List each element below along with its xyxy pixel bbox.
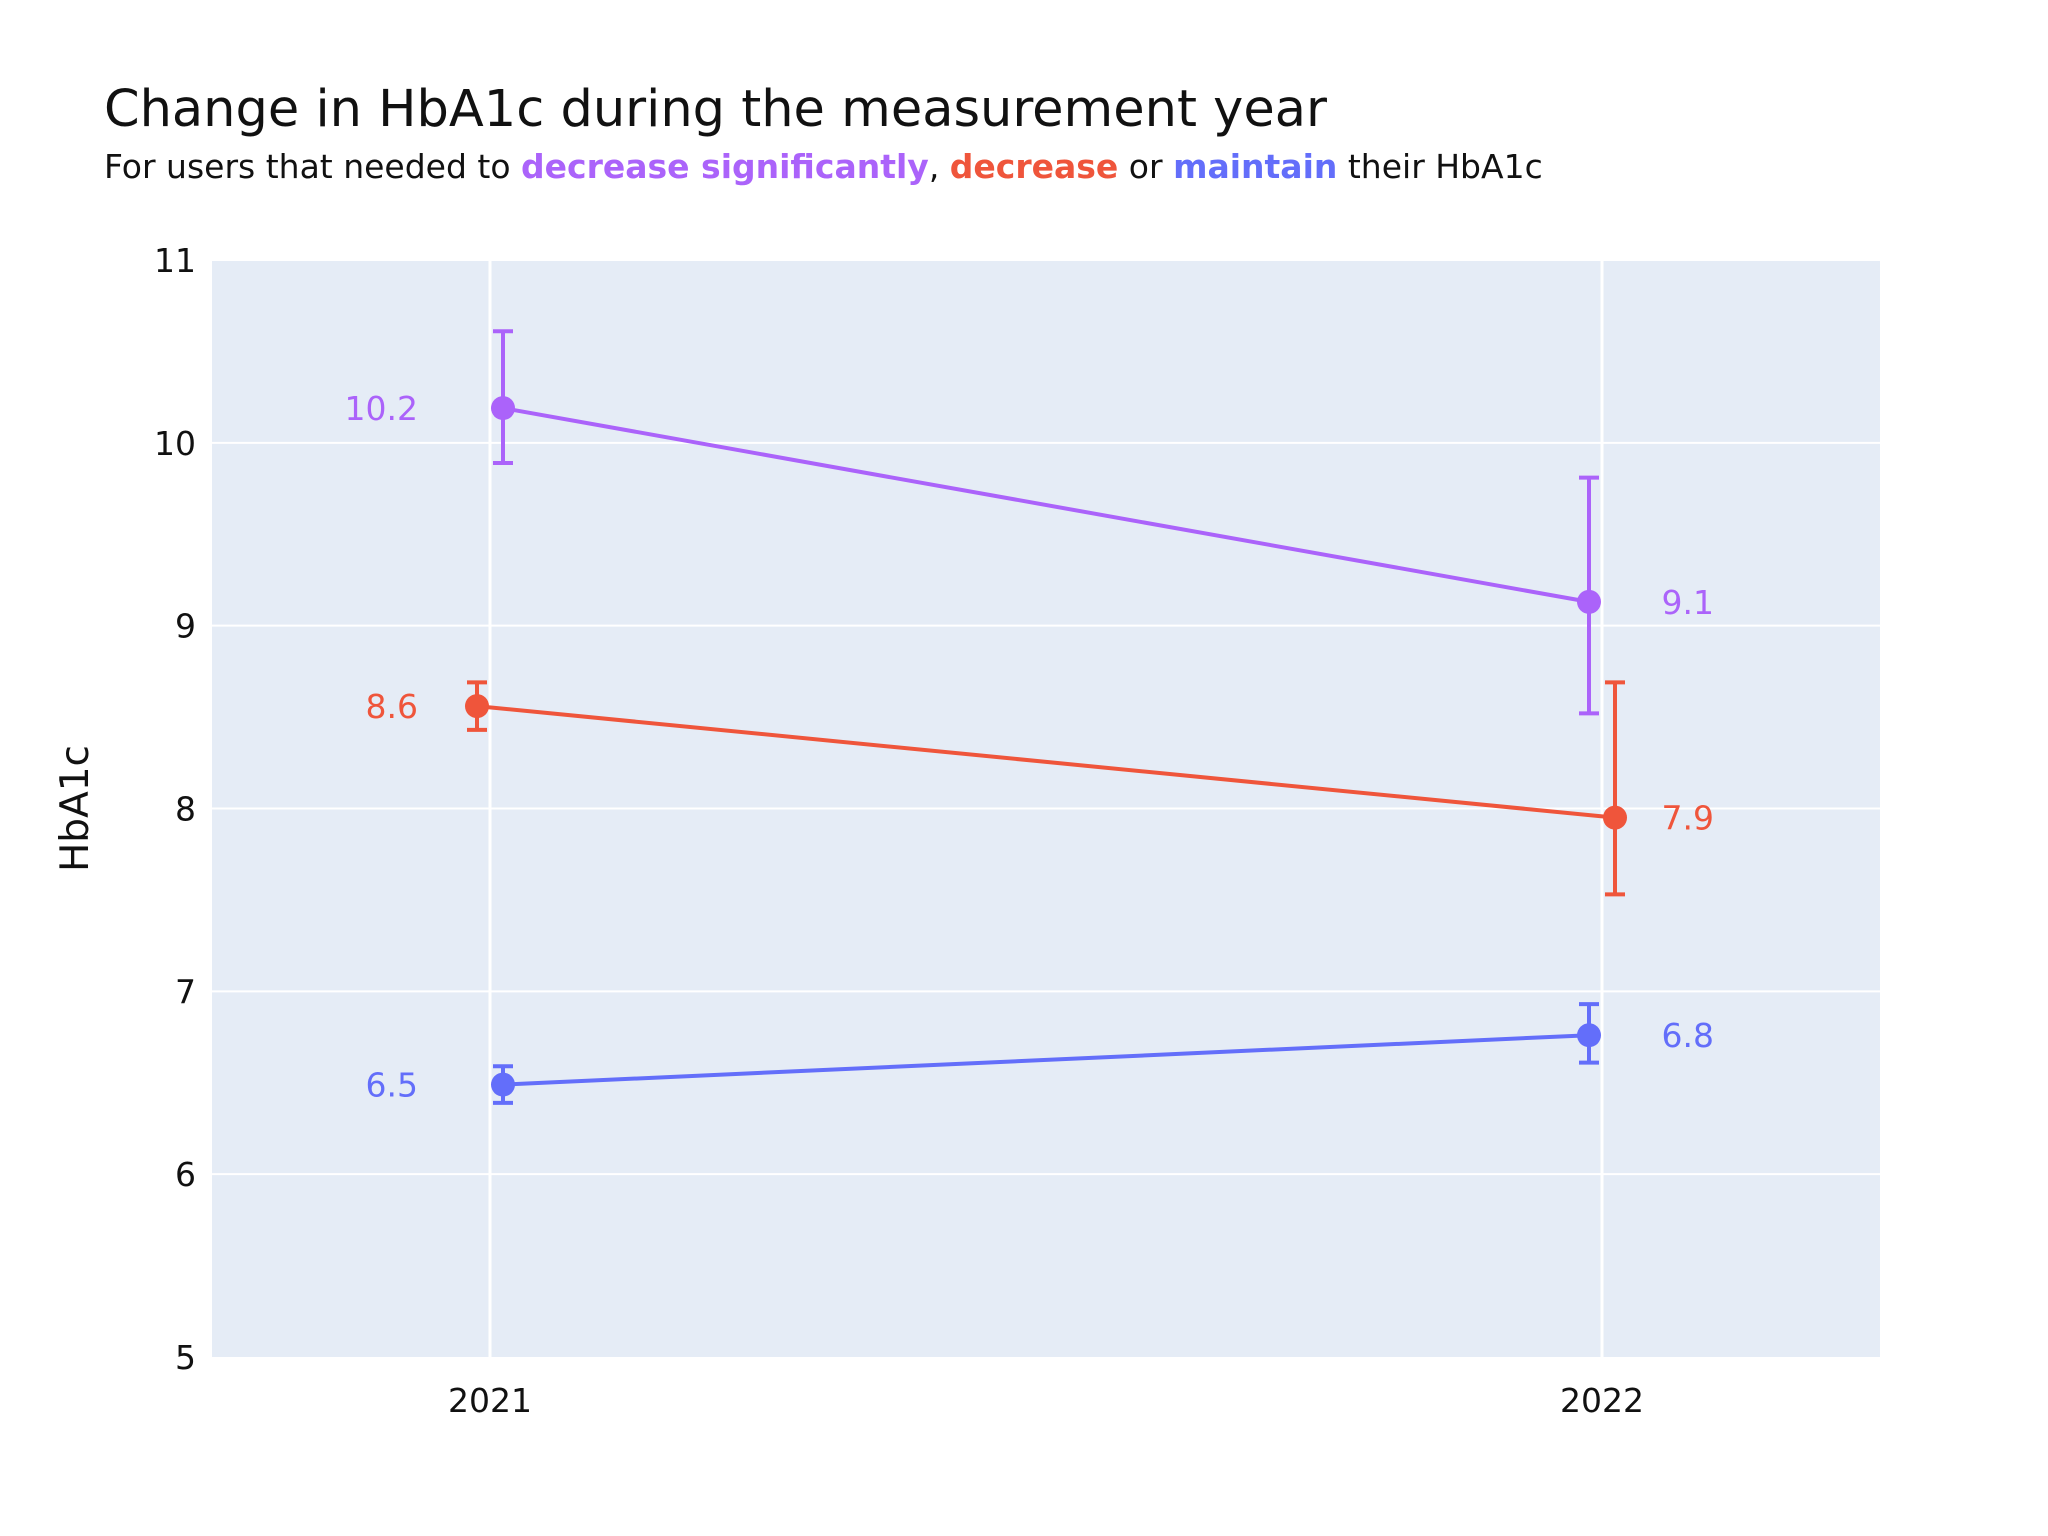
data-point <box>491 1072 515 1097</box>
data-label: 6.8 <box>1662 1016 1714 1055</box>
data-label: 10.2 <box>345 389 418 428</box>
subtitle-suffix: their HbA1c <box>1337 147 1543 186</box>
data-point <box>1577 589 1601 614</box>
data-point <box>491 396 515 421</box>
data-point <box>465 694 489 719</box>
subtitle-term-decrease: decrease <box>949 147 1119 186</box>
chart-subtitle: For users that needed to decrease signif… <box>104 147 1543 186</box>
x-tick-label: 2022 <box>1560 1381 1644 1420</box>
data-label: 9.1 <box>1662 583 1714 622</box>
subtitle-term-maintain: maintain <box>1173 147 1338 186</box>
y-axis-title: HbA1c <box>53 745 98 872</box>
y-tick-label: 10 <box>154 424 196 463</box>
subtitle-separator: or <box>1118 147 1174 186</box>
data-label: 7.9 <box>1662 799 1714 838</box>
series-line <box>502 1033 1590 1087</box>
y-tick-label: 5 <box>175 1338 196 1377</box>
subtitle-term-decrease-significantly: decrease significantly <box>521 147 929 186</box>
y-tick-label: 6 <box>175 1155 196 1194</box>
x-tick-label: 2021 <box>448 1381 532 1420</box>
data-point <box>1577 1023 1601 1048</box>
chart-title: Change in HbA1c during the measurement y… <box>104 80 1327 139</box>
y-tick-label: 7 <box>175 972 196 1011</box>
y-tick-label: 11 <box>154 241 196 280</box>
series-line <box>502 406 1590 604</box>
subtitle-prefix: For users that needed to <box>104 147 522 186</box>
data-label: 6.5 <box>366 1066 418 1105</box>
data-label: 8.6 <box>366 687 418 726</box>
data-point <box>1603 805 1627 830</box>
subtitle-separator: , <box>928 147 950 186</box>
y-tick-label: 8 <box>175 790 196 829</box>
y-tick-label: 9 <box>175 607 196 646</box>
series-line <box>476 704 1616 820</box>
